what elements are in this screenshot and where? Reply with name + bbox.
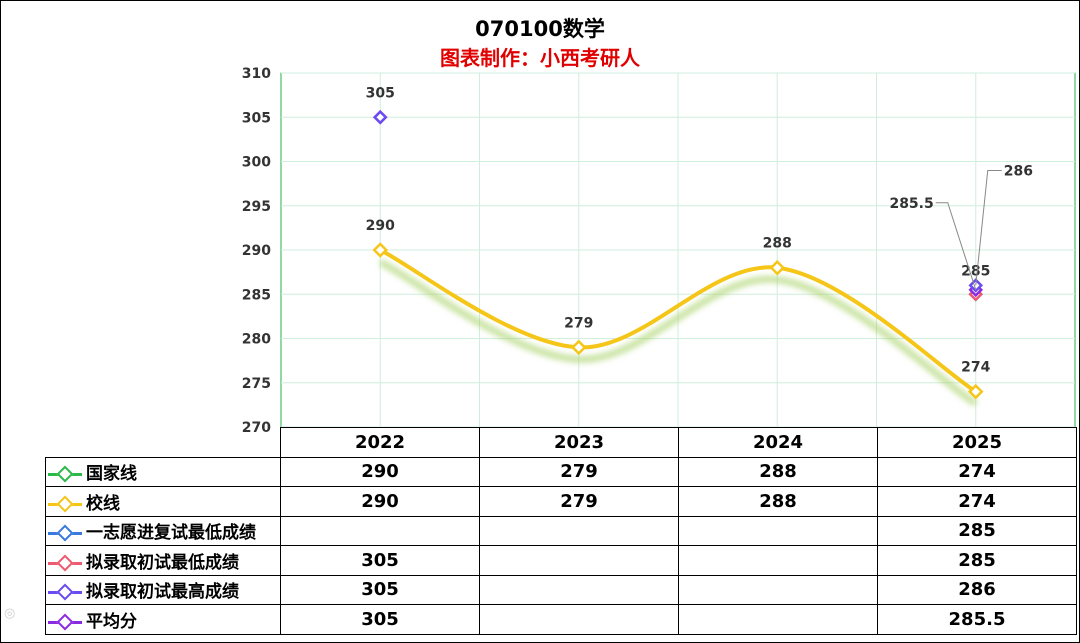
table-header-2023: 2023 — [479, 427, 679, 458]
data-point-marker — [570, 339, 587, 356]
legend-label: 拟录取初试最低成绩 — [86, 552, 239, 573]
data-point-marker — [769, 259, 786, 276]
table-cell: 290 — [280, 486, 480, 517]
data-label: 305 — [366, 85, 395, 101]
legend-item: 校线 — [45, 486, 281, 517]
table-row: 平均分 305 285.5 — [45, 604, 1077, 635]
data-table: 2022 2023 2024 2025 国家线 290 279 288 274 校线 290… — [45, 427, 1077, 635]
table-cell: 305 — [280, 545, 480, 576]
data-label: 279 — [564, 315, 593, 331]
watermark-logo: ◎ — [4, 606, 16, 621]
table-cell: 305 — [280, 604, 480, 635]
table-cell: 288 — [678, 486, 878, 517]
data-point-marker — [967, 383, 984, 400]
table-row: 拟录取初试最低成绩 305 285 — [45, 545, 1077, 576]
y-tick-label: 300 — [242, 155, 271, 171]
table-cell — [479, 574, 679, 605]
legend-marker-icon — [48, 583, 82, 601]
data-label: 286 — [1004, 164, 1033, 180]
data-point-marker — [372, 109, 388, 125]
y-tick-label: 290 — [242, 243, 271, 259]
legend-item: 国家线 — [45, 456, 281, 487]
legend-label: 平均分 — [86, 611, 137, 632]
table-cell — [678, 515, 878, 546]
table-row: 一志愿进复试最低成绩 285 — [45, 515, 1077, 546]
table-cell — [479, 545, 679, 576]
y-tick-label: 310 — [242, 66, 271, 82]
legend-marker-icon — [48, 495, 82, 513]
table-row: 校线 290 279 288 274 — [45, 486, 1077, 517]
legend-label: 拟录取初试最高成绩 — [86, 582, 239, 603]
legend-label: 一志愿进复试最低成绩 — [86, 523, 256, 544]
table-corner-cell — [45, 427, 281, 458]
legend-item: 拟录取初试最低成绩 — [45, 545, 281, 576]
series-shadow — [378, 258, 978, 407]
table-cell: 288 — [678, 456, 878, 487]
data-label: 285 — [961, 263, 990, 279]
chart-title: 070100数学 — [475, 17, 605, 41]
table-cell — [280, 515, 480, 546]
leader-line — [975, 170, 1002, 286]
data-label: 285.5 — [889, 196, 933, 212]
table-header-2025: 2025 — [877, 427, 1077, 458]
table-cell: 279 — [479, 486, 679, 517]
legend-item: 拟录取初试最高成绩 — [45, 574, 281, 605]
legend-item: 平均分 — [45, 604, 281, 635]
legend-marker-icon — [48, 524, 82, 542]
leader-line — [935, 202, 977, 290]
table-cell: 305 — [280, 574, 480, 605]
table-cell: 285 — [877, 515, 1077, 546]
legend-marker-icon — [48, 613, 82, 631]
table-row: 拟录取初试最高成绩 305 286 — [45, 574, 1077, 605]
table-cell — [678, 574, 878, 605]
table-cell: 274 — [877, 456, 1077, 487]
table-cell — [479, 604, 679, 635]
legend-marker-icon — [48, 554, 82, 572]
legend-label: 校线 — [86, 493, 120, 514]
data-label: 290 — [366, 218, 395, 234]
table-header-2024: 2024 — [678, 427, 878, 458]
data-point-marker — [372, 242, 389, 258]
table-header-row: 2022 2023 2024 2025 — [45, 427, 1077, 458]
legend-marker-icon — [48, 465, 82, 483]
table-cell: 290 — [280, 456, 480, 487]
table-cell: 285.5 — [877, 604, 1077, 635]
legend-label: 国家线 — [86, 464, 137, 485]
table-cell — [678, 545, 878, 576]
table-cell — [678, 604, 878, 635]
data-label: 288 — [763, 236, 792, 252]
y-tick-label: 280 — [242, 332, 271, 348]
table-cell — [479, 515, 679, 546]
table-cell: 285 — [877, 545, 1077, 576]
table-cell: 286 — [877, 574, 1077, 605]
y-tick-label: 295 — [242, 199, 271, 215]
table-row: 国家线 290 279 288 274 — [45, 456, 1077, 487]
y-tick-label: 275 — [242, 376, 271, 392]
y-tick-label: 285 — [242, 287, 271, 303]
table-cell: 274 — [877, 486, 1077, 517]
chart-subtitle: 图表制作：小西考研人 — [440, 46, 640, 70]
y-tick-label: 305 — [242, 110, 271, 126]
series-line-school — [379, 248, 977, 394]
table-header-2022: 2022 — [280, 427, 480, 458]
data-label: 274 — [961, 360, 990, 376]
table-cell: 279 — [479, 456, 679, 487]
legend-item: 一志愿进复试最低成绩 — [45, 515, 281, 546]
